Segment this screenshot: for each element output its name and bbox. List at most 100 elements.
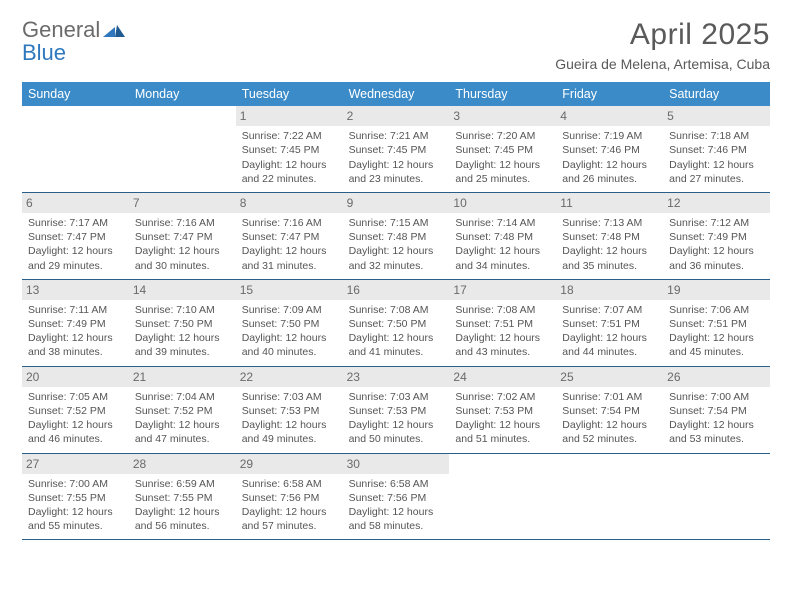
day-cell: 12 Sunrise: 7:12 AMSunset: 7:49 PMDayligh… [663, 193, 770, 279]
sunset-line: Sunset: 7:54 PM [669, 404, 764, 418]
sunset-line: Sunset: 7:45 PM [242, 143, 337, 157]
day-number: 4 [556, 106, 663, 126]
week-row: 27Sunrise: 7:00 AMSunset: 7:55 PMDayligh… [22, 454, 770, 541]
sunrise-line: Sunrise: 7:09 AM [242, 303, 337, 317]
header: General Blue April 2025 Gueira de Melena… [22, 18, 770, 72]
daylight-line: Daylight: 12 hours and 26 minutes. [562, 158, 657, 186]
day-cell: 20Sunrise: 7:05 AMSunset: 7:52 PMDayligh… [22, 367, 129, 453]
day-cell: . [556, 454, 663, 540]
sunset-line: Sunset: 7:46 PM [562, 143, 657, 157]
daylight-line: Daylight: 12 hours and 56 minutes. [135, 505, 230, 533]
sunrise-line: Sunrise: 7:01 AM [562, 390, 657, 404]
daylight-line: Daylight: 12 hours and 39 minutes. [135, 331, 230, 359]
sunset-line: Sunset: 7:51 PM [455, 317, 550, 331]
daylight-line: Daylight: 12 hours and 46 minutes. [28, 418, 123, 446]
sunset-line: Sunset: 7:53 PM [349, 404, 444, 418]
logo-text: General Blue [22, 18, 125, 64]
day-cell: 16Sunrise: 7:08 AMSunset: 7:50 PMDayligh… [343, 280, 450, 366]
weeks: ..1Sunrise: 7:22 AMSunset: 7:45 PMDaylig… [22, 106, 770, 540]
day-number: 8 [236, 193, 343, 213]
daylight-line: Daylight: 12 hours and 40 minutes. [242, 331, 337, 359]
daylight-line: Daylight: 12 hours and 58 minutes. [349, 505, 444, 533]
sunrise-line: Sunrise: 7:13 AM [562, 216, 657, 230]
sunrise-line: Sunrise: 7:08 AM [455, 303, 550, 317]
sunrise-line: Sunrise: 7:11 AM [28, 303, 123, 317]
day-cell: 1Sunrise: 7:22 AMSunset: 7:45 PMDaylight… [236, 106, 343, 192]
day-cell: 30Sunrise: 6:58 AMSunset: 7:56 PMDayligh… [343, 454, 450, 540]
daylight-line: Daylight: 12 hours and 50 minutes. [349, 418, 444, 446]
sunset-line: Sunset: 7:48 PM [349, 230, 444, 244]
day-number: 27 [22, 454, 129, 474]
week-row: 20Sunrise: 7:05 AMSunset: 7:52 PMDayligh… [22, 367, 770, 454]
day-number: 26 [663, 367, 770, 387]
day-cell: 3Sunrise: 7:20 AMSunset: 7:45 PMDaylight… [449, 106, 556, 192]
daylight-line: Daylight: 12 hours and 35 minutes. [562, 244, 657, 272]
daylight-line: Daylight: 12 hours and 32 minutes. [349, 244, 444, 272]
day-number: 11 [556, 193, 663, 213]
day-cell: 2Sunrise: 7:21 AMSunset: 7:45 PMDaylight… [343, 106, 450, 192]
day-cell: 28Sunrise: 6:59 AMSunset: 7:55 PMDayligh… [129, 454, 236, 540]
daylight-line: Daylight: 12 hours and 31 minutes. [242, 244, 337, 272]
sunset-line: Sunset: 7:47 PM [28, 230, 123, 244]
day-cell: . [129, 106, 236, 192]
sunrise-line: Sunrise: 7:08 AM [349, 303, 444, 317]
page-title: April 2025 [555, 18, 770, 52]
sunrise-line: Sunrise: 7:10 AM [135, 303, 230, 317]
sunrise-line: Sunrise: 7:06 AM [669, 303, 764, 317]
day-cell: 19Sunrise: 7:06 AMSunset: 7:51 PMDayligh… [663, 280, 770, 366]
sunrise-line: Sunrise: 7:16 AM [135, 216, 230, 230]
sunset-line: Sunset: 7:47 PM [242, 230, 337, 244]
day-cell: 18Sunrise: 7:07 AMSunset: 7:51 PMDayligh… [556, 280, 663, 366]
sunrise-line: Sunrise: 7:16 AM [242, 216, 337, 230]
sunrise-line: Sunrise: 7:18 AM [669, 129, 764, 143]
sunrise-line: Sunrise: 7:00 AM [28, 477, 123, 491]
sunrise-line: Sunrise: 7:00 AM [669, 390, 764, 404]
day-number: 25 [556, 367, 663, 387]
day-number: 9 [343, 193, 450, 213]
sunset-line: Sunset: 7:48 PM [455, 230, 550, 244]
day-cell: 13Sunrise: 7:11 AMSunset: 7:49 PMDayligh… [22, 280, 129, 366]
day-cell: 10Sunrise: 7:14 AMSunset: 7:48 PMDayligh… [449, 193, 556, 279]
sunrise-line: Sunrise: 7:21 AM [349, 129, 444, 143]
daylight-line: Daylight: 12 hours and 51 minutes. [455, 418, 550, 446]
sunset-line: Sunset: 7:46 PM [669, 143, 764, 157]
day-number: 6 [22, 193, 129, 213]
daylight-line: Daylight: 12 hours and 36 minutes. [669, 244, 764, 272]
sunrise-line: Sunrise: 6:59 AM [135, 477, 230, 491]
daylight-line: Daylight: 12 hours and 27 minutes. [669, 158, 764, 186]
daylight-line: Daylight: 12 hours and 41 minutes. [349, 331, 444, 359]
day-cell: 4Sunrise: 7:19 AMSunset: 7:46 PMDaylight… [556, 106, 663, 192]
day-number: 14 [129, 280, 236, 300]
day-number: 12 [663, 193, 770, 213]
calendar: SundayMondayTuesdayWednesdayThursdayFrid… [22, 82, 770, 540]
weekday-label: Wednesday [343, 82, 450, 106]
day-cell: 27Sunrise: 7:00 AMSunset: 7:55 PMDayligh… [22, 454, 129, 540]
day-number: 28 [129, 454, 236, 474]
weekday-label: Sunday [22, 82, 129, 106]
daylight-line: Daylight: 12 hours and 44 minutes. [562, 331, 657, 359]
sunrise-line: Sunrise: 7:12 AM [669, 216, 764, 230]
sunset-line: Sunset: 7:49 PM [669, 230, 764, 244]
sunrise-line: Sunrise: 7:14 AM [455, 216, 550, 230]
sunset-line: Sunset: 7:50 PM [242, 317, 337, 331]
day-cell: 5 Sunrise: 7:18 AMSunset: 7:46 PMDaylight… [663, 106, 770, 192]
sunrise-line: Sunrise: 7:17 AM [28, 216, 123, 230]
page-subtitle: Gueira de Melena, Artemisa, Cuba [555, 56, 770, 72]
daylight-line: Daylight: 12 hours and 30 minutes. [135, 244, 230, 272]
day-cell: 14Sunrise: 7:10 AMSunset: 7:50 PMDayligh… [129, 280, 236, 366]
day-number: 19 [663, 280, 770, 300]
daylight-line: Daylight: 12 hours and 43 minutes. [455, 331, 550, 359]
sunset-line: Sunset: 7:45 PM [455, 143, 550, 157]
sunrise-line: Sunrise: 6:58 AM [349, 477, 444, 491]
daylight-line: Daylight: 12 hours and 34 minutes. [455, 244, 550, 272]
calendar-page: General Blue April 2025 Gueira de Melena… [0, 0, 792, 550]
sunrise-line: Sunrise: 7:02 AM [455, 390, 550, 404]
day-number: 5 [663, 106, 770, 126]
sunrise-line: Sunrise: 7:05 AM [28, 390, 123, 404]
daylight-line: Daylight: 12 hours and 55 minutes. [28, 505, 123, 533]
day-cell: . [22, 106, 129, 192]
sunset-line: Sunset: 7:50 PM [349, 317, 444, 331]
sunset-line: Sunset: 7:53 PM [242, 404, 337, 418]
day-cell: 25Sunrise: 7:01 AMSunset: 7:54 PMDayligh… [556, 367, 663, 453]
day-number: 20 [22, 367, 129, 387]
